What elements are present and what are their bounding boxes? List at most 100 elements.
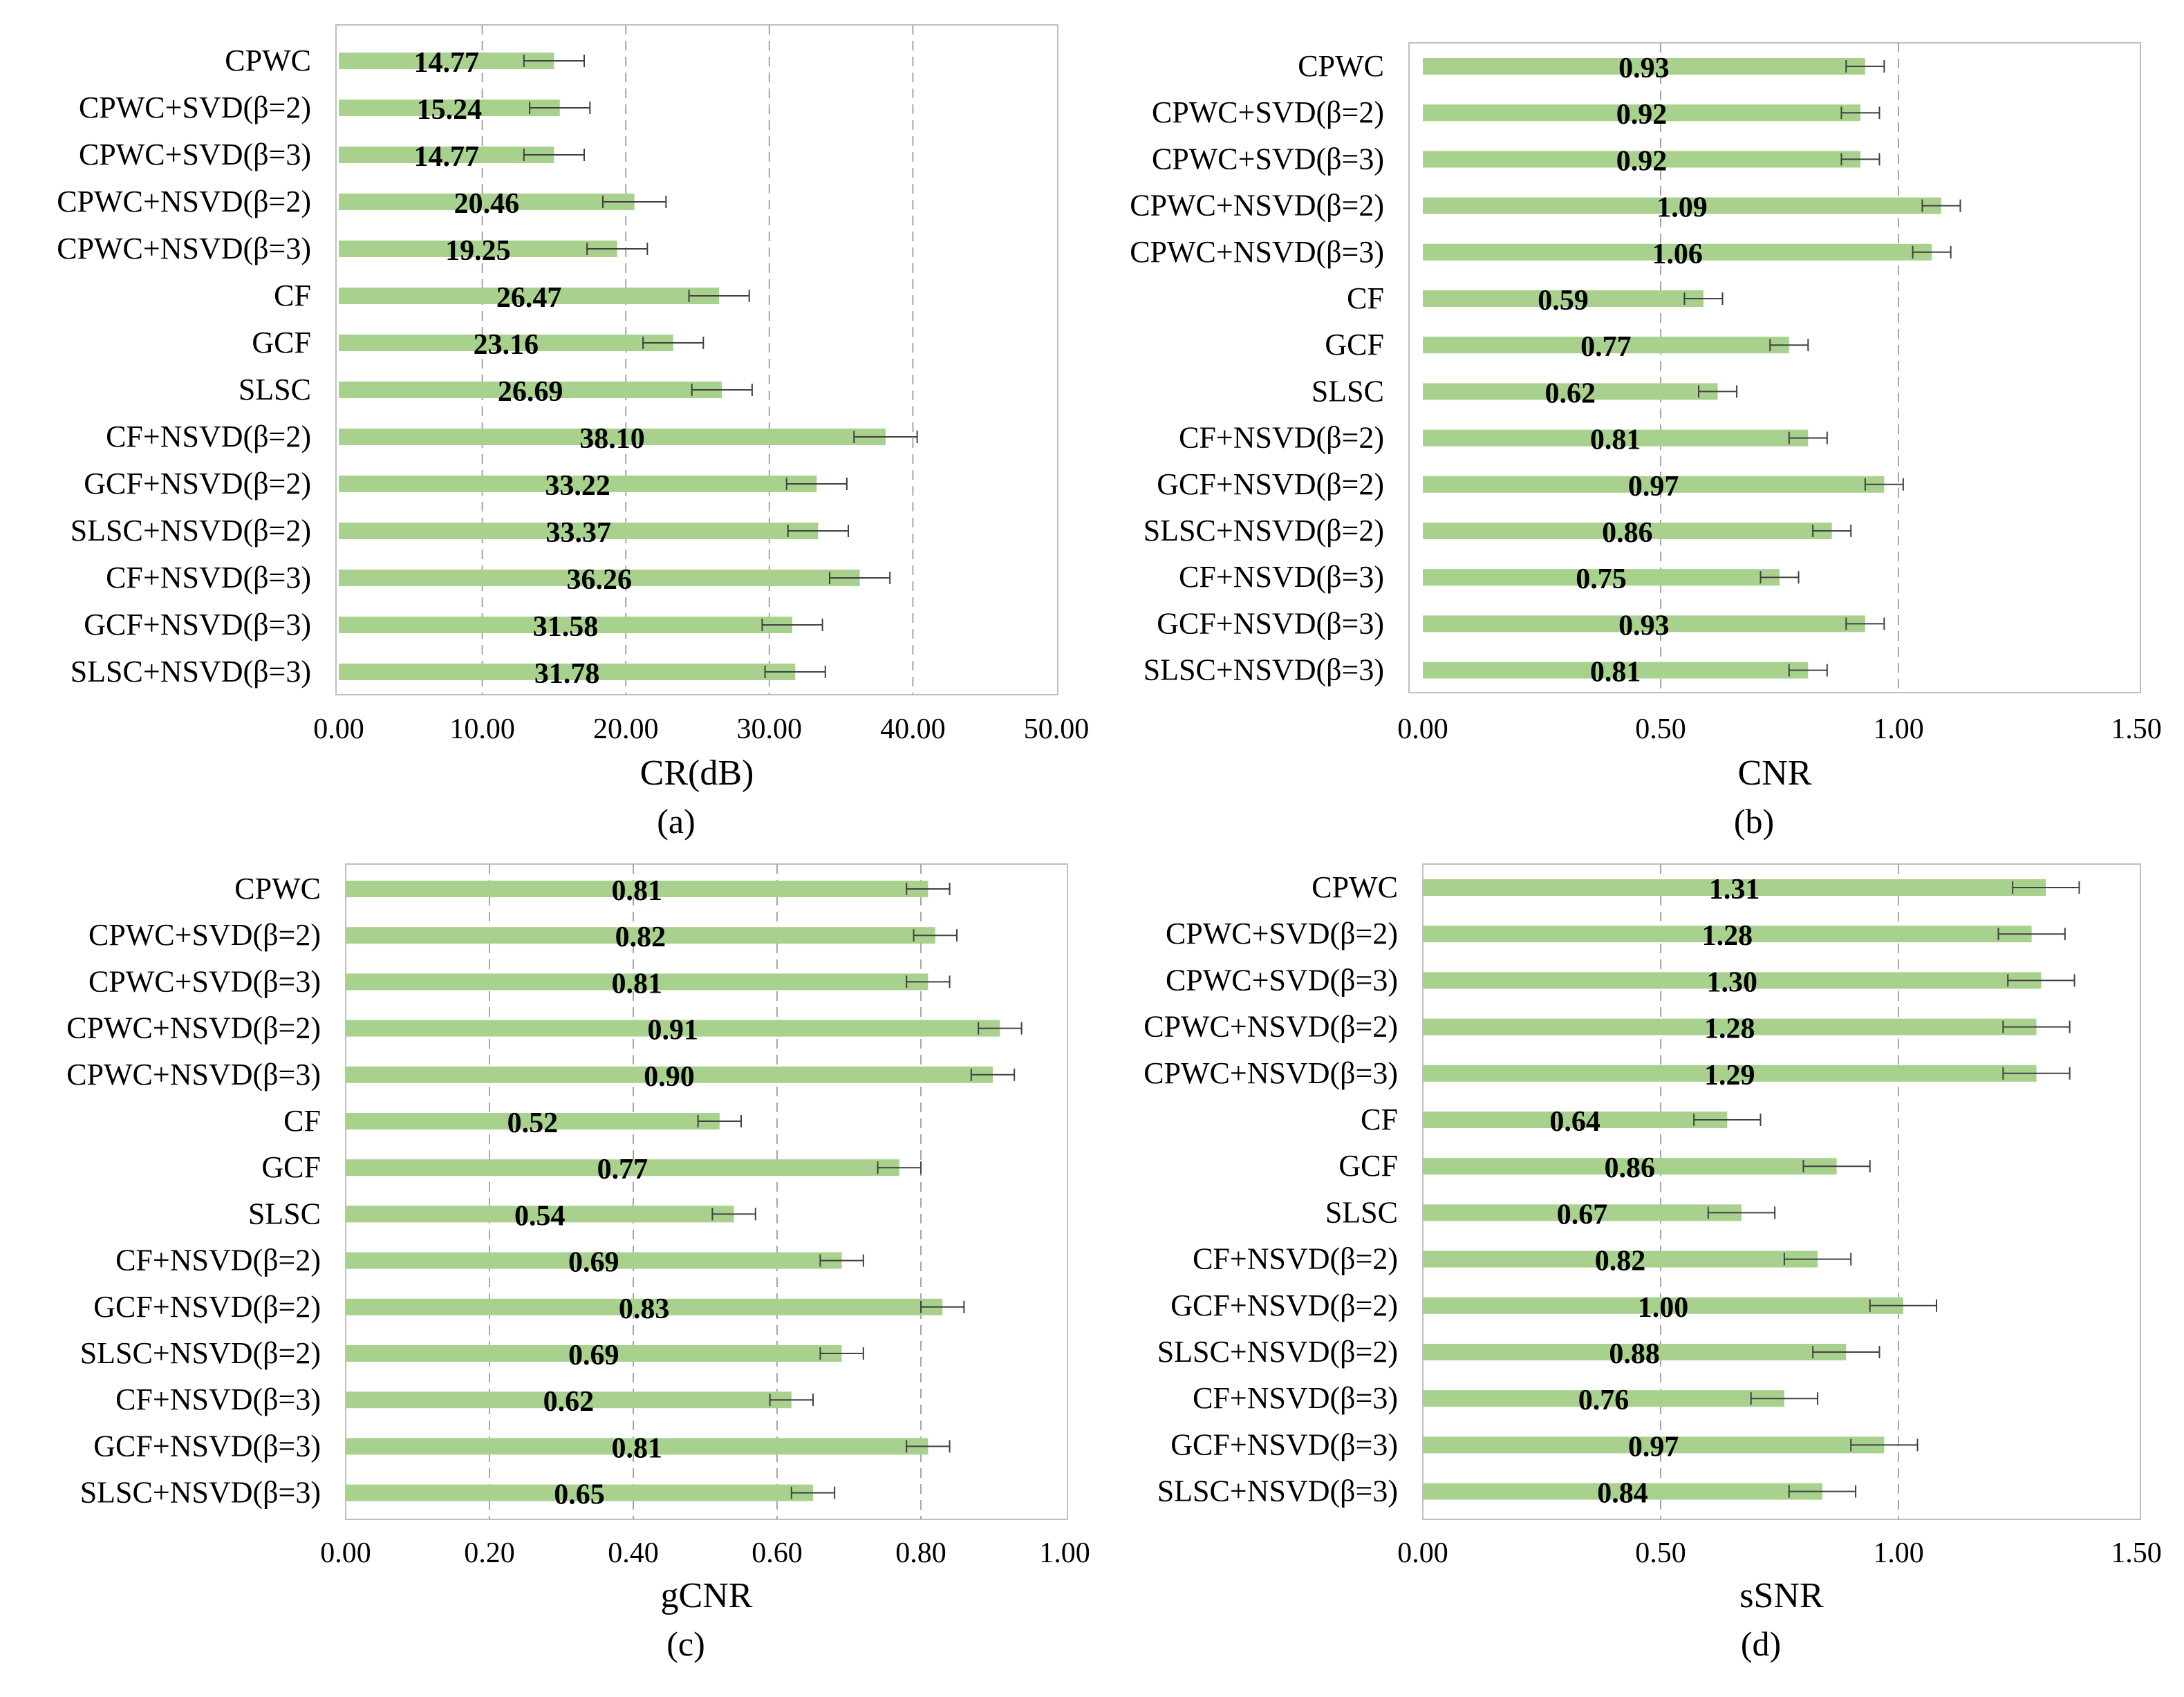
category-label: CF xyxy=(1361,1103,1398,1136)
category-label: CF+NSVD(β=2) xyxy=(1193,1242,1398,1276)
data-label: 0.77 xyxy=(1580,331,1632,363)
bar xyxy=(339,241,617,257)
category-label: CPWC+SVD(β=2) xyxy=(1166,917,1398,950)
x-tick-label: 50.00 xyxy=(1024,713,1090,745)
category-label: CPWC+SVD(β=2) xyxy=(1152,95,1384,129)
data-label: 14.77 xyxy=(413,141,479,173)
bar xyxy=(346,1391,792,1409)
data-label: 0.65 xyxy=(554,1479,605,1511)
data-label: 20.46 xyxy=(454,188,520,220)
bar xyxy=(1423,383,1718,400)
bar xyxy=(1423,1204,1742,1221)
bar xyxy=(346,927,935,944)
data-label: 0.92 xyxy=(1616,99,1668,131)
x-tick-label: 0.00 xyxy=(320,1537,371,1569)
category-label: GCF+NSVD(β=2) xyxy=(84,467,311,500)
bar xyxy=(1423,290,1704,307)
bar xyxy=(339,53,554,69)
category-label: CF+NSVD(β=2) xyxy=(106,420,311,453)
data-label: 0.82 xyxy=(615,921,666,953)
category-label: CPWC+SVD(β=2) xyxy=(88,918,321,952)
data-label: 0.97 xyxy=(1628,471,1679,503)
bar xyxy=(1423,1483,1822,1500)
category-label: CPWC+NSVD(β=2) xyxy=(66,1011,321,1045)
x-tick-label: 1.00 xyxy=(1873,1537,1924,1569)
data-label: 1.31 xyxy=(1709,874,1760,906)
data-label: 1.28 xyxy=(1702,920,1753,952)
data-label: 0.54 xyxy=(514,1200,566,1232)
category-label: SLSC+NSVD(β=3) xyxy=(80,1476,321,1510)
data-label: 1.28 xyxy=(1704,1013,1755,1045)
data-label: 1.09 xyxy=(1656,192,1708,224)
bar xyxy=(1423,243,1932,261)
data-label: 0.76 xyxy=(1578,1385,1630,1416)
plot-frame xyxy=(1422,863,2141,1520)
category-label: CPWC+NSVD(β=2) xyxy=(1144,1010,1398,1044)
data-label: 0.67 xyxy=(1557,1199,1608,1230)
bar xyxy=(1423,1297,1903,1314)
data-label: 23.16 xyxy=(474,329,539,361)
data-label: 0.81 xyxy=(1590,424,1641,456)
category-label: CPWC+NSVD(β=3) xyxy=(57,232,311,265)
data-label: 0.86 xyxy=(1602,517,1653,549)
x-tick-label: 10.00 xyxy=(449,713,515,745)
data-label: 0.88 xyxy=(1609,1338,1660,1370)
category-label: CF+NSVD(β=3) xyxy=(1193,1381,1398,1415)
panel-label: (b) xyxy=(1734,802,1774,841)
bar xyxy=(1423,1158,1837,1175)
category-label: CPWC xyxy=(1298,49,1384,83)
data-label: 0.81 xyxy=(611,875,662,907)
x-axis-title: sSNR xyxy=(1739,1576,1824,1615)
bar xyxy=(1423,197,1941,214)
bar xyxy=(346,1066,993,1083)
data-label: 0.52 xyxy=(507,1107,559,1139)
category-label: SLSC+NSVD(β=2) xyxy=(71,514,311,547)
data-label: 0.69 xyxy=(568,1340,619,1371)
data-label: 0.75 xyxy=(1576,563,1627,595)
category-label: SLSC xyxy=(1312,374,1384,408)
data-label: 0.97 xyxy=(1628,1431,1679,1463)
data-label: 36.26 xyxy=(567,564,633,596)
bar xyxy=(339,523,819,539)
data-label: 0.90 xyxy=(644,1061,695,1093)
bar xyxy=(346,1020,1000,1037)
category-label: GCF+NSVD(β=2) xyxy=(1157,467,1384,501)
bar xyxy=(339,147,554,163)
bar xyxy=(339,570,860,586)
bar xyxy=(1423,151,1860,168)
data-label: 1.30 xyxy=(1706,966,1757,998)
bar xyxy=(1423,476,1885,493)
category-label: GCF xyxy=(252,326,311,359)
category-label: CF+NSVD(β=3) xyxy=(115,1382,321,1416)
plot-frame xyxy=(335,24,1058,695)
bar xyxy=(346,1159,899,1176)
data-label: 26.47 xyxy=(496,282,562,314)
bar xyxy=(1423,879,2046,896)
bar xyxy=(1423,1018,2037,1035)
data-label: 0.86 xyxy=(1605,1152,1656,1184)
data-label: 0.83 xyxy=(619,1293,670,1325)
x-tick-label: 20.00 xyxy=(593,713,659,745)
category-label: SLSC+NSVD(β=2) xyxy=(1157,1335,1398,1369)
bar xyxy=(346,881,928,897)
data-label: 0.84 xyxy=(1597,1478,1648,1510)
bar xyxy=(1423,337,1789,354)
bar xyxy=(339,194,635,210)
bar xyxy=(339,100,560,116)
category-label: GCF+NSVD(β=3) xyxy=(1170,1427,1398,1461)
category-label: SLSC+NSVD(β=2) xyxy=(80,1336,321,1370)
data-label: 0.62 xyxy=(543,1386,595,1418)
bar xyxy=(346,1345,842,1362)
data-label: 0.82 xyxy=(1595,1246,1646,1277)
data-label: 31.78 xyxy=(534,658,600,690)
category-label: GCF+NSVD(β=2) xyxy=(1170,1288,1398,1322)
bar xyxy=(339,288,720,304)
bar xyxy=(346,1438,928,1455)
bar xyxy=(1423,58,1865,75)
bar xyxy=(1423,972,2042,989)
category-label: SLSC+NSVD(β=2) xyxy=(1144,514,1384,547)
bar xyxy=(346,1484,813,1501)
data-label: 0.81 xyxy=(1590,657,1641,688)
data-label: 1.06 xyxy=(1652,238,1703,270)
category-label: CPWC+NSVD(β=3) xyxy=(1144,1056,1398,1090)
